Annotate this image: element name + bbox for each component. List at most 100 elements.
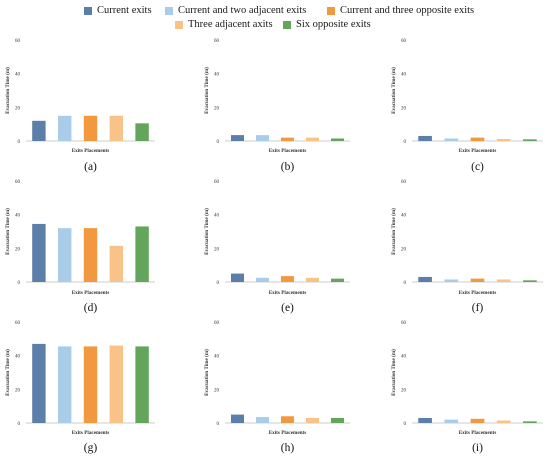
bar: [444, 279, 459, 282]
y-tick-label: 40: [214, 355, 220, 360]
y-tick-label: 0: [217, 422, 220, 427]
x-axis-label: Exits Placements: [459, 290, 497, 296]
bar: [135, 123, 149, 141]
chart-panel: 0 20 40 60 Evacuation Time (m) Exits Placemen…: [203, 39, 350, 173]
bar: [83, 228, 98, 282]
legend-swatch: [327, 6, 335, 15]
y-tick-label: 0: [217, 140, 220, 145]
y-axis-label: Evacuation Time (m): [390, 208, 397, 255]
chart-panel: 0 20 40 60 Evacuation Time (m) Exits Placemen…: [203, 180, 350, 314]
y-tick-label: 20: [15, 106, 21, 111]
y-axis-label: Evacuation Time (m): [390, 67, 397, 114]
bar: [57, 346, 72, 423]
y-tick-label: 20: [401, 247, 407, 252]
panel-caption: (c): [471, 161, 484, 173]
legend-label: Current and three opposite exits: [340, 5, 475, 16]
legend-item-current-two-adjacent: Current and two adjacent exits: [165, 5, 306, 16]
x-axis-label: Exits Placements: [72, 290, 110, 296]
y-tick-label: 40: [15, 73, 21, 78]
bar: [256, 277, 269, 282]
y-tick-label: 60: [214, 321, 220, 326]
y-axis-label: Evacuation Time (m): [4, 349, 11, 396]
y-tick-label: 60: [401, 321, 407, 326]
y-tick-label: 40: [15, 214, 21, 219]
y-tick-label: 60: [15, 321, 21, 326]
bar: [331, 138, 344, 141]
y-tick-label: 20: [401, 388, 407, 393]
bar: [470, 137, 485, 141]
chart-panel: 0 20 40 60 Evacuation Time (m) Exits Placemen…: [390, 321, 543, 454]
panel-caption: (i): [472, 442, 483, 454]
chart-panel: 0 20 40 60 Evacuation Time (m) Exits Placemen…: [390, 180, 543, 314]
panel-caption: (e): [281, 302, 294, 314]
panel-caption: (f): [472, 302, 484, 314]
bar: [496, 138, 511, 141]
chart-panel: 0 20 40 60 Evacuation Time (m) Exits Placemen…: [4, 180, 155, 314]
bar: [32, 343, 46, 423]
legend-label: Current and two adjacent exits: [178, 5, 307, 16]
x-axis-label: Exits Placements: [459, 148, 497, 154]
bar: [470, 418, 485, 423]
y-tick-label: 60: [401, 180, 407, 185]
legend-label: Six opposite exits: [296, 19, 371, 30]
bar: [109, 245, 124, 282]
chart-panel: 0 20 40 60 Evacuation Time (m) Exits Placemen…: [390, 39, 543, 173]
bar: [470, 278, 485, 282]
bar: [32, 223, 46, 282]
y-axis-label: Evacuation Time (m): [203, 349, 210, 396]
y-axis-label: Evacuation Time (m): [203, 67, 210, 114]
bar: [418, 276, 432, 282]
legend-item-six-opposite: Six opposite exits: [283, 19, 371, 30]
x-axis-label: Exits Placements: [72, 148, 110, 154]
bar: [444, 138, 459, 141]
y-tick-label: 40: [214, 73, 220, 78]
bar: [306, 277, 319, 282]
bar: [135, 346, 149, 423]
y-tick-label: 0: [18, 140, 21, 145]
y-tick-label: 60: [401, 39, 407, 44]
y-axis-label: Evacuation Time (m): [4, 208, 11, 255]
bar: [281, 276, 294, 282]
bar: [231, 273, 244, 282]
bar: [135, 226, 149, 282]
y-axis-label: Evacuation Time (m): [4, 67, 11, 114]
bar: [331, 278, 344, 282]
panel-caption: (d): [84, 302, 98, 314]
legend-swatch: [165, 6, 173, 15]
y-tick-label: 20: [214, 106, 220, 111]
y-tick-label: 0: [404, 281, 407, 286]
x-axis-label: Exits Placements: [269, 290, 307, 296]
y-tick-label: 40: [401, 73, 407, 78]
bar: [256, 417, 269, 423]
bar: [83, 115, 98, 141]
bar: [306, 417, 319, 423]
chart-legend: Current exits Current and two adjacent e…: [0, 0, 550, 40]
legend-item-current-three-opposite: Current and three opposite exits: [327, 5, 474, 16]
bar: [331, 417, 344, 423]
chart-panel: 0 20 40 60 Evacuation Time (m) Exits Placemen…: [203, 321, 350, 454]
y-tick-label: 60: [15, 39, 21, 44]
y-tick-label: 0: [217, 281, 220, 286]
bar: [418, 417, 432, 423]
bar: [109, 115, 124, 141]
bar: [496, 279, 511, 282]
y-tick-label: 0: [18, 422, 21, 427]
legend-item-three-adjacent: Three adjacent axits: [175, 19, 273, 30]
bar: [444, 419, 459, 423]
y-tick-label: 20: [15, 388, 21, 393]
bar: [496, 420, 511, 423]
bar: [32, 120, 46, 141]
bar: [256, 135, 269, 141]
x-axis-label: Exits Placements: [72, 430, 110, 436]
bar: [306, 137, 319, 141]
legend-item-current-exits: Current exits: [84, 5, 152, 16]
legend-swatch: [283, 20, 291, 29]
chart-panel: 0 20 40 60 Evacuation Time (m) Exits Placemen…: [4, 39, 155, 173]
panel-caption: (g): [84, 442, 98, 454]
panel-caption: (h): [281, 442, 295, 454]
y-tick-label: 60: [214, 180, 220, 185]
y-axis-label: Evacuation Time (m): [203, 208, 210, 255]
panel-caption: (a): [84, 161, 97, 173]
y-tick-label: 0: [404, 140, 407, 145]
